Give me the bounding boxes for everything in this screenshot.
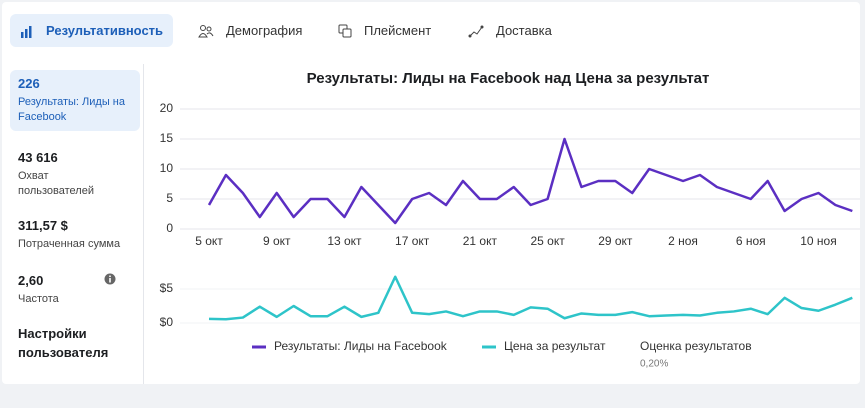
icon	[468, 25, 484, 37]
tab[interactable]: Результативность	[10, 14, 174, 47]
tab-label: Результативность	[46, 23, 164, 38]
y-tick-label: 10	[160, 161, 174, 175]
metric[interactable]: 2,60 Частота	[10, 267, 140, 313]
metric-label: Результаты: Лиды на Facebook	[18, 96, 125, 123]
x-tick-label: 29 окт	[598, 234, 633, 248]
metric-value: 226	[18, 76, 40, 91]
x-tick-label: 13 окт	[327, 234, 362, 248]
y2-tick-label: $0	[160, 315, 174, 329]
legend-label: Оценка результатов	[640, 339, 752, 353]
tab-label: Плейсмент	[364, 23, 432, 38]
divider	[143, 64, 144, 384]
y2-tick-label: $5	[160, 281, 174, 295]
tab[interactable]: Демография	[188, 14, 312, 47]
legend-label: Результаты: Лиды на Facebook	[274, 339, 448, 353]
y-tick-label: 0	[166, 221, 173, 235]
x-tick-label: 25 окт	[530, 234, 565, 248]
metric[interactable]: 226 Результаты: Лиды на Facebook	[10, 70, 140, 131]
icon	[338, 24, 352, 37]
tab[interactable]: Плейсмент	[328, 14, 441, 47]
metric[interactable]: 311,57 $ Потраченная сумма	[10, 212, 140, 258]
x-tick-label: 2 ноя	[668, 234, 698, 248]
info-icon[interactable]	[104, 273, 116, 285]
metric[interactable]: 43 616 Охват пользователей	[10, 144, 140, 205]
settings-link[interactable]: Настройки пользователя	[18, 326, 109, 360]
metric-label: Потраченная сумма	[18, 238, 121, 250]
x-tick-label: 10 ноя	[800, 234, 836, 248]
icon	[21, 25, 32, 38]
legend-value: 0,20%	[640, 359, 668, 370]
y-tick-label: 20	[160, 101, 174, 115]
icon	[198, 24, 214, 37]
metric-value: 311,57 $	[18, 218, 68, 233]
series-line	[207, 137, 853, 225]
metric-value: 2,60	[18, 273, 44, 288]
tab-label: Доставка	[496, 23, 552, 38]
chart-title: Результаты: Лиды на Facebook над Цена за…	[307, 70, 710, 87]
card: Результативность Демография Плейсмент До…	[2, 2, 860, 384]
x-tick-label: 9 окт	[263, 234, 291, 248]
x-tick-label: 5 окт	[195, 234, 223, 248]
metric-value: 43 616	[18, 150, 58, 165]
tab-label: Демография	[226, 23, 303, 38]
y-tick-label: 5	[166, 191, 173, 205]
y-tick-label: 15	[160, 131, 174, 145]
series-line	[208, 275, 853, 321]
tab[interactable]: Доставка	[458, 14, 562, 47]
x-tick-label: 21 окт	[463, 234, 498, 248]
legend-label: Цена за результат	[504, 339, 606, 353]
x-tick-label: 6 ноя	[736, 234, 766, 248]
x-tick-label: 17 окт	[395, 234, 430, 248]
metric-label: Частота	[18, 293, 59, 305]
metric-label: Охват пользователей	[18, 170, 94, 197]
